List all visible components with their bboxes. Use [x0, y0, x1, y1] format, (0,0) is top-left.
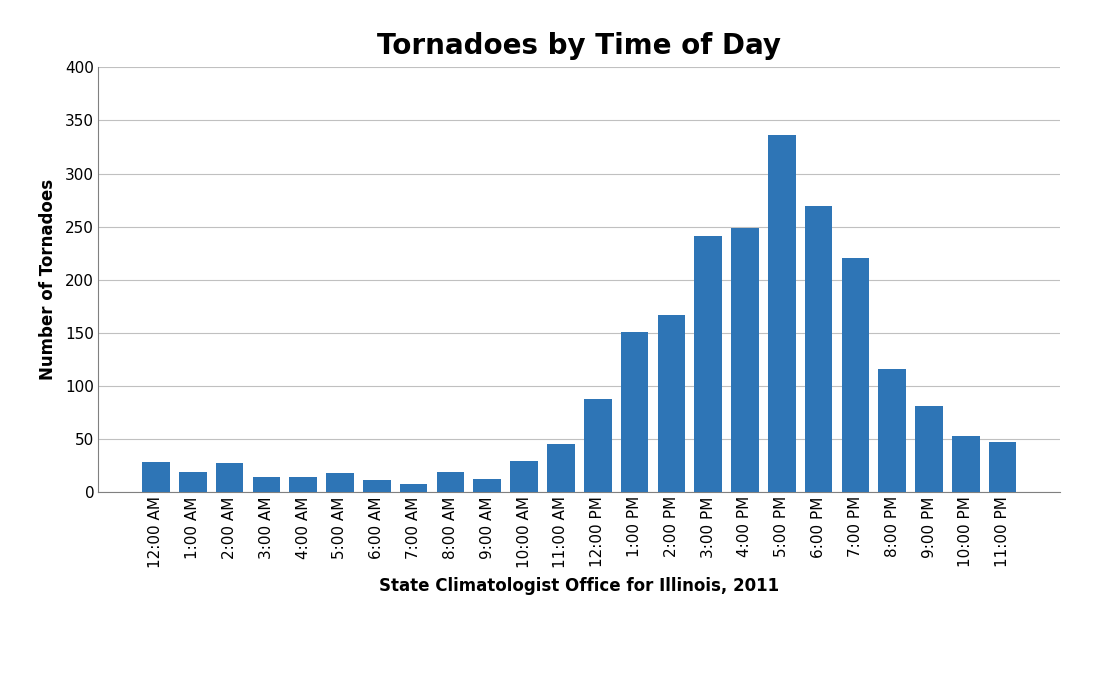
X-axis label: State Climatologist Office for Illinois, 2011: State Climatologist Office for Illinois,… — [379, 576, 779, 594]
Bar — [215, 463, 244, 492]
Bar — [473, 479, 501, 492]
Bar — [510, 461, 538, 492]
Bar — [915, 406, 943, 492]
Bar — [694, 236, 722, 492]
Bar — [548, 444, 575, 492]
Bar — [363, 481, 390, 492]
Bar — [658, 315, 685, 492]
Bar — [400, 483, 427, 492]
Bar — [179, 472, 207, 492]
Bar — [952, 436, 979, 492]
Bar — [252, 477, 280, 492]
Bar — [989, 442, 1016, 492]
Bar — [584, 398, 611, 492]
Bar — [436, 472, 465, 492]
Bar — [804, 206, 833, 492]
Bar — [621, 332, 648, 492]
Bar — [879, 369, 906, 492]
Bar — [731, 228, 759, 492]
Bar — [290, 477, 317, 492]
Bar — [768, 135, 796, 492]
Title: Tornadoes by Time of Day: Tornadoes by Time of Day — [377, 32, 781, 59]
Bar — [842, 258, 869, 492]
Bar — [326, 473, 354, 492]
Bar — [142, 462, 169, 492]
Y-axis label: Number of Tornadoes: Number of Tornadoes — [39, 179, 57, 380]
